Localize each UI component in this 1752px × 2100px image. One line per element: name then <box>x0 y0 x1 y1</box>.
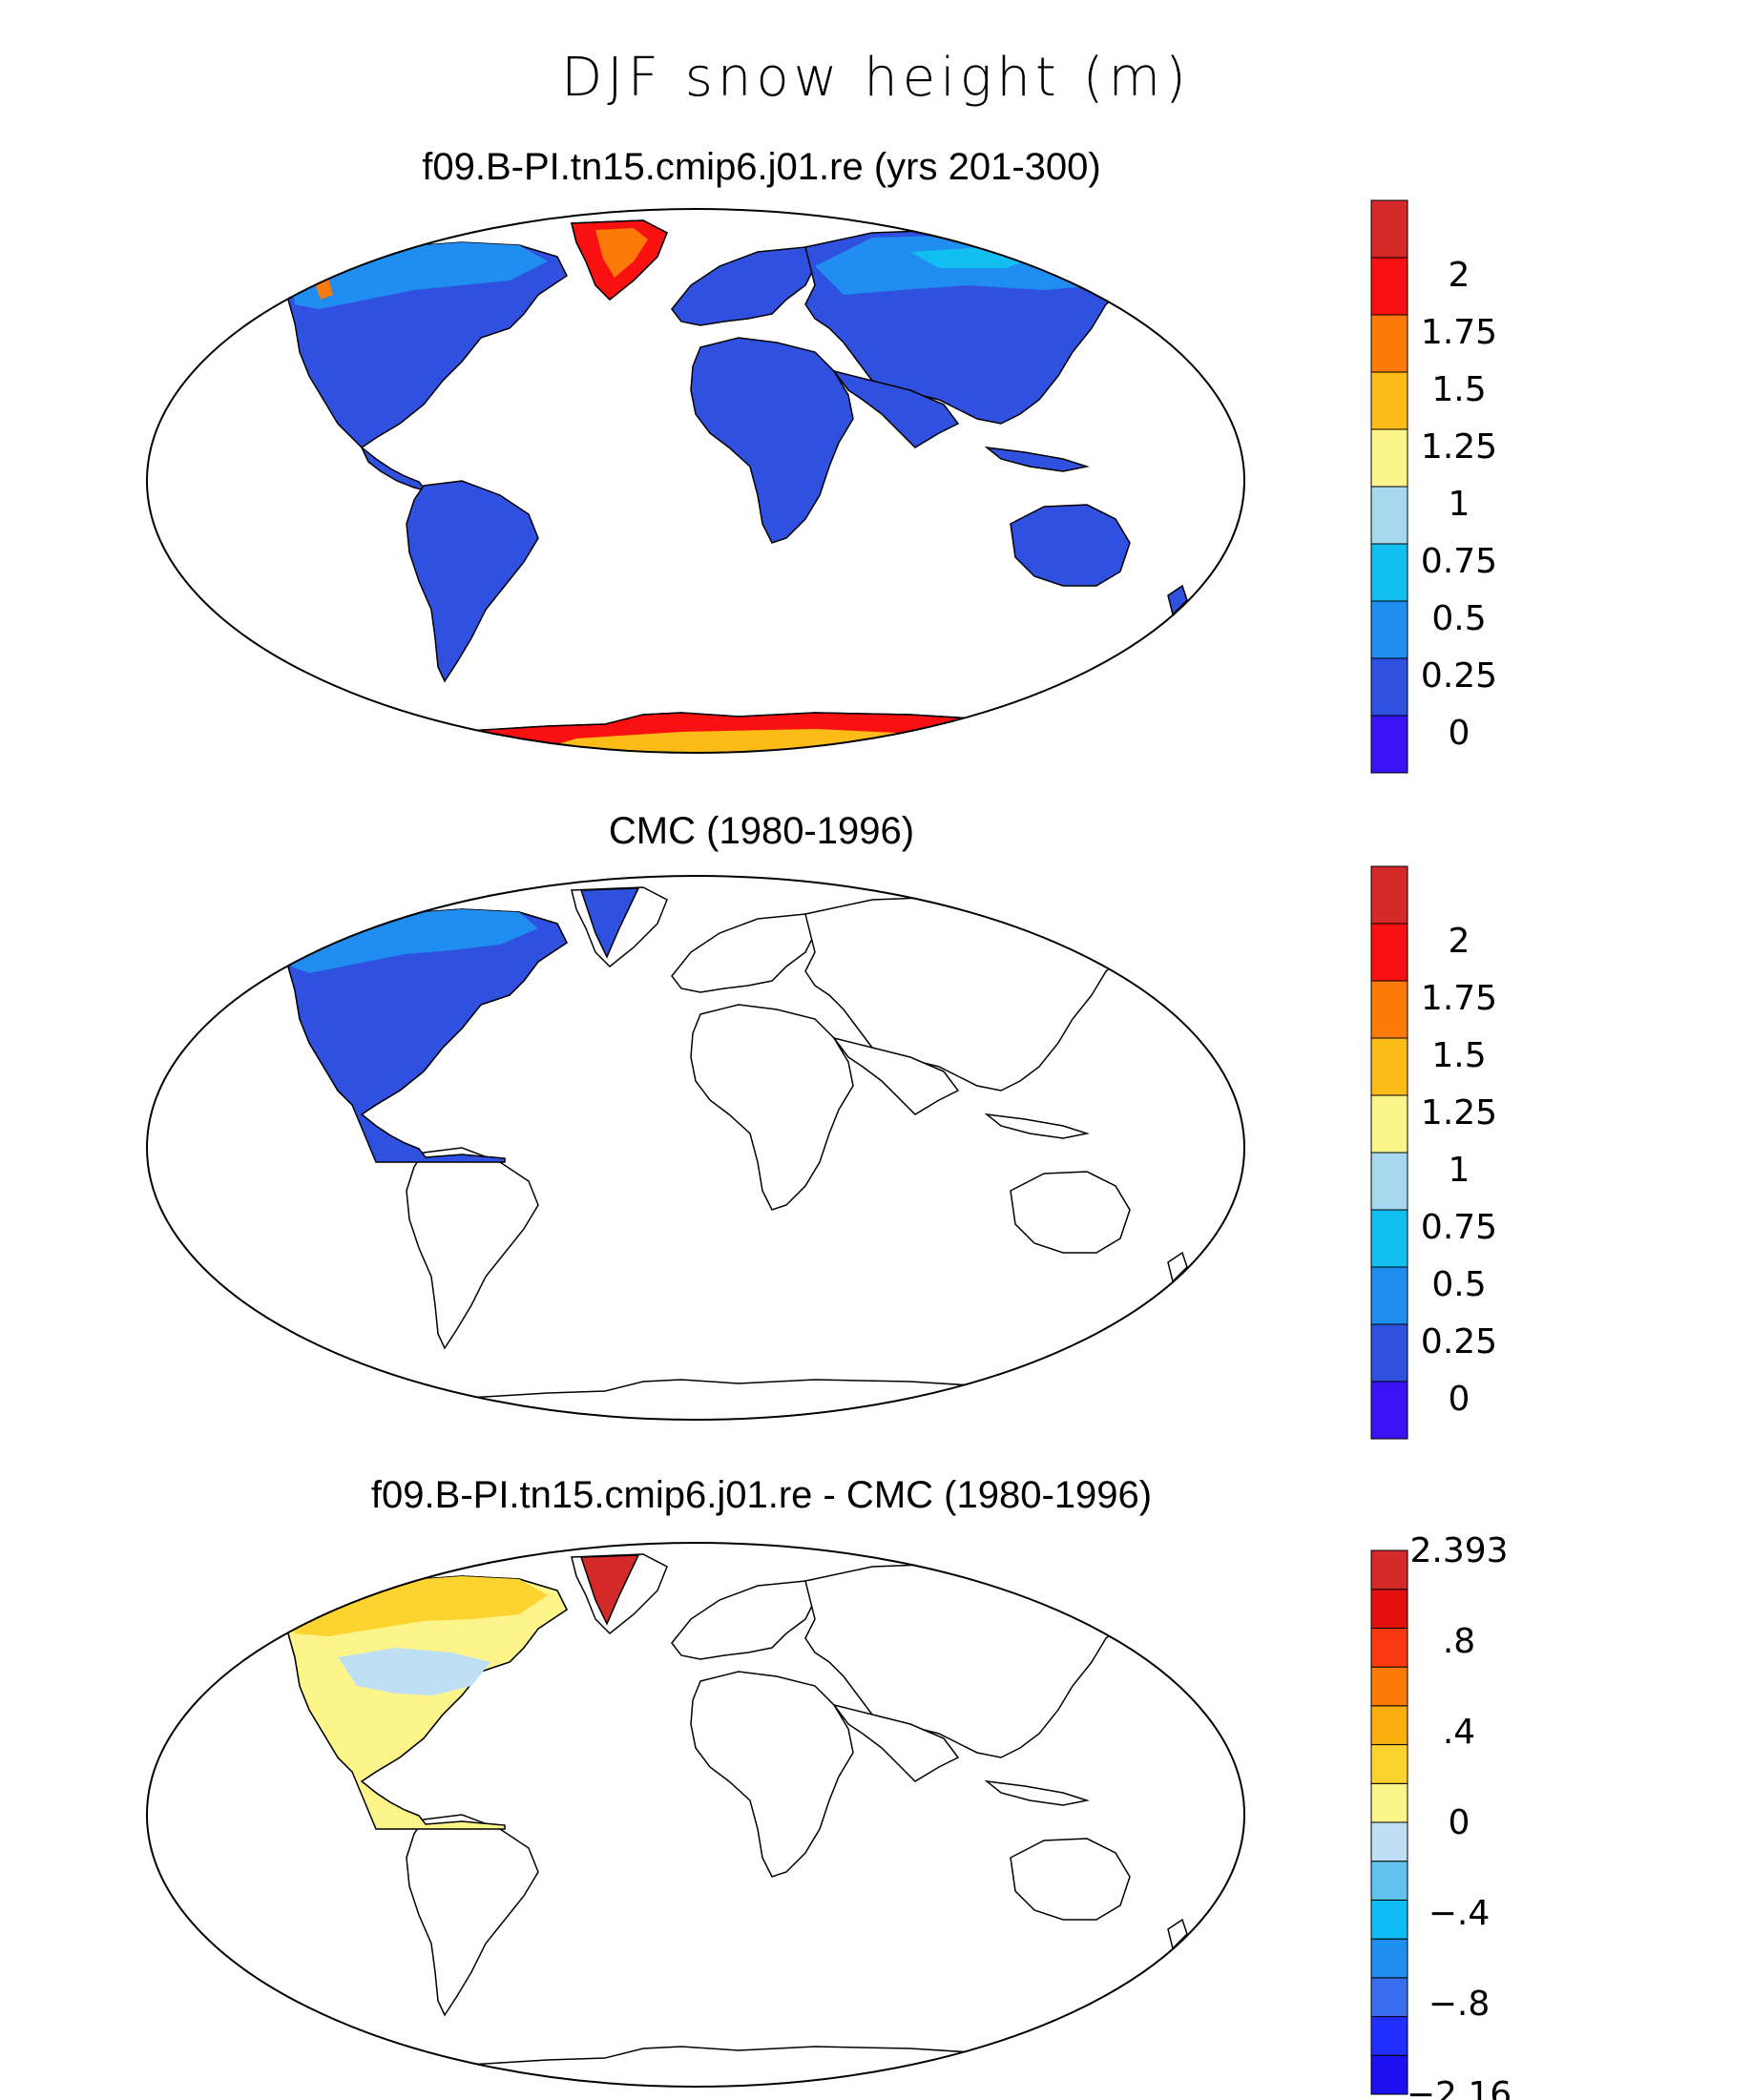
colorbar-label: 0 <box>1449 714 1470 753</box>
colorbar-label: 2 <box>1449 922 1470 961</box>
panel-2-title: CMC (1980-1996) <box>609 810 914 852</box>
colorbar-swatch <box>1370 1627 1408 1668</box>
panel-2: CMC (1980-1996) 0 0.25 0.5 0.75 1 1.25 1.5 1.75… <box>146 810 1497 1440</box>
colorbar-label: 1.75 <box>1421 979 1497 1018</box>
colorbar-label: 0.5 <box>1431 1265 1486 1304</box>
colorbar-label: .8 <box>1443 1622 1475 1661</box>
colorbar-swatch <box>1370 257 1408 316</box>
colorbar-swatch <box>1370 865 1408 925</box>
colorbar-label: 0 <box>1449 1803 1470 1842</box>
panel-1-colorbar: 0 0.25 0.5 0.75 1 1.25 1.5 1.75 2 <box>1370 199 1497 774</box>
panel-3-colorbar: 2.393 .8 .4 0 −.4 −.8 −2.16 <box>1370 1531 1512 2100</box>
colorbar-swatch <box>1370 1821 1408 1862</box>
colorbar-label: 0 <box>1449 1380 1470 1419</box>
panel-2-map-border <box>146 875 1245 1421</box>
colorbar-label: 1 <box>1449 485 1470 524</box>
colorbar-label: 0.25 <box>1421 656 1497 696</box>
colorbar-label: 1 <box>1449 1151 1470 1190</box>
colorbar-swatch <box>1370 2016 1408 2056</box>
colorbar-swatch <box>1370 1666 1408 1707</box>
colorbar-swatch <box>1370 980 1408 1039</box>
colorbar-label: −2.16 <box>1407 2075 1512 2100</box>
colorbar-swatch <box>1370 314 1408 373</box>
panel-1: f09.B-PI.tn15.cmip6.j01.re (yrs 201-300)… <box>146 146 1497 774</box>
colorbar-swatch <box>1370 199 1408 259</box>
panel-2-colorbar: 0 0.25 0.5 0.75 1 1.25 1.5 1.75 2 <box>1370 865 1497 1440</box>
colorbar-swatch <box>1370 600 1408 659</box>
colorbar-swatch <box>1370 1589 1408 1629</box>
colorbar-swatch <box>1370 1744 1408 1784</box>
panel-2-map <box>287 886 1188 1420</box>
north-america-diff-center <box>338 1648 490 1695</box>
colorbar-label: 0.5 <box>1431 599 1486 638</box>
colorbar-swatch <box>1370 1094 1408 1154</box>
figure-title: DJF snow height (m) <box>561 47 1191 109</box>
panel-3-map <box>287 1553 1188 2087</box>
colorbar-swatch <box>1370 543 1408 602</box>
colorbar-swatch <box>1370 1861 1408 1901</box>
colorbar-label: 0.75 <box>1421 542 1497 581</box>
colorbar-label: 1.75 <box>1421 313 1497 352</box>
colorbar-swatch <box>1370 1899 1408 1940</box>
greenland-diff <box>579 1554 640 1626</box>
north-america-diff <box>287 1575 568 1830</box>
panel-1-map-border <box>146 208 1245 754</box>
colorbar-swatch <box>1370 371 1408 430</box>
colorbar-label: −.8 <box>1429 1985 1491 2024</box>
colorbar-swatch <box>1370 1938 1408 1979</box>
colorbar-swatch <box>1370 1037 1408 1096</box>
colorbar-label: .4 <box>1443 1713 1475 1752</box>
colorbar-swatch <box>1370 715 1408 774</box>
colorbar-swatch <box>1370 428 1408 488</box>
panel-3-map-border <box>146 1542 1245 2088</box>
colorbar-swatch <box>1370 1381 1408 1440</box>
colorbar-label: 0.75 <box>1421 1208 1497 1247</box>
colorbar-swatch <box>1370 1782 1408 1823</box>
colorbar-swatch <box>1370 1705 1408 1746</box>
colorbar-swatch <box>1370 486 1408 545</box>
colorbar-label: 2.393 <box>1409 1531 1508 1570</box>
colorbar-swatch <box>1370 1549 1408 1591</box>
greenland-data <box>579 887 640 959</box>
colorbar-label: 1.5 <box>1431 1036 1486 1075</box>
greenland-core <box>595 228 648 278</box>
colorbar-label: 1.25 <box>1421 1093 1497 1133</box>
colorbar-swatch <box>1370 1977 1408 2018</box>
panel-1-title: f09.B-PI.tn15.cmip6.j01.re (yrs 201-300) <box>422 146 1100 188</box>
panel-3-title: f09.B-PI.tn15.cmip6.j01.re - CMC (1980-1… <box>371 1474 1152 1516</box>
colorbar-swatch <box>1370 1266 1408 1325</box>
colorbar-swatch <box>1370 1152 1408 1211</box>
colorbar-swatch <box>1370 1209 1408 1268</box>
panel-3: f09.B-PI.tn15.cmip6.j01.re - CMC (1980-1… <box>146 1474 1512 2100</box>
north-america-data <box>287 908 568 1163</box>
colorbar-swatch <box>1370 657 1408 717</box>
colorbar-label: 1.25 <box>1421 427 1497 467</box>
colorbar-label: 2 <box>1449 256 1470 295</box>
colorbar-label: −.4 <box>1429 1894 1491 1933</box>
colorbar-label: 1.5 <box>1431 370 1486 409</box>
colorbar-swatch <box>1370 1323 1408 1383</box>
colorbar-swatch <box>1370 923 1408 982</box>
panel-1-map <box>287 219 1188 753</box>
colorbar-label: 0.25 <box>1421 1322 1497 1362</box>
colorbar-swatch <box>1370 2054 1408 2095</box>
